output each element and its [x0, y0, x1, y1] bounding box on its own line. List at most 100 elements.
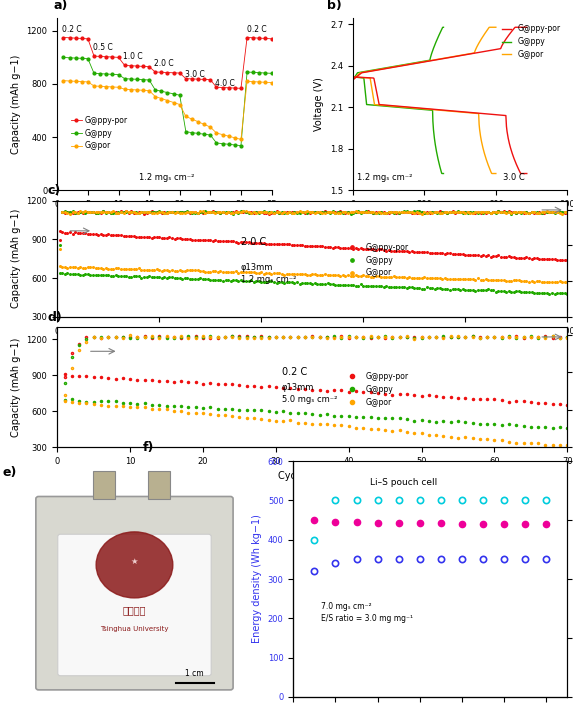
Text: 1.0 C: 1.0 C — [123, 52, 143, 61]
G@ppy-por — [72, 34, 79, 42]
Text: 3.0 C: 3.0 C — [185, 70, 205, 79]
G@por — [60, 77, 67, 85]
G@ppy — [194, 275, 201, 283]
G@por — [127, 403, 134, 411]
Y-axis label: Capacity (mAh g−1): Capacity (mAh g−1) — [11, 54, 21, 153]
G@ppy — [140, 75, 147, 84]
G@ppy — [64, 269, 71, 277]
G@ppy-por — [103, 53, 109, 61]
G@ppy — [244, 68, 250, 76]
G@ppy — [201, 130, 207, 139]
G@ppy-por — [538, 255, 545, 263]
G@ppy — [127, 75, 134, 83]
Text: Li–S pouch cell: Li–S pouch cell — [370, 478, 437, 486]
Text: 0.5 C: 0.5 C — [93, 43, 112, 52]
FancyBboxPatch shape — [58, 534, 211, 676]
Text: 2.0 C: 2.0 C — [241, 237, 266, 247]
G@ppy-por — [250, 34, 257, 42]
G@por — [151, 266, 158, 275]
G@por — [170, 99, 177, 107]
G@ppy — [564, 289, 571, 298]
G@ppy — [250, 68, 257, 77]
Y-axis label: Capacity (mAh g−1): Capacity (mAh g−1) — [11, 337, 21, 437]
G@ppy — [134, 75, 140, 84]
Text: 0.2 C: 0.2 C — [62, 25, 82, 34]
Text: Tsinghua University: Tsinghua University — [100, 626, 168, 631]
G@ppy — [195, 130, 202, 138]
Y-axis label: Capacity (mAh g−1): Capacity (mAh g−1) — [11, 209, 21, 308]
G@ppy-por — [134, 62, 140, 70]
G@por — [484, 434, 490, 443]
G@por — [231, 134, 238, 142]
Line: G@ppy: G@ppy — [62, 56, 273, 147]
Circle shape — [96, 532, 173, 598]
G@por — [189, 115, 195, 123]
Line: G@ppy: G@ppy — [64, 398, 568, 429]
Line: G@por: G@por — [59, 265, 568, 283]
G@ppy — [346, 412, 352, 420]
G@ppy — [56, 269, 63, 277]
G@ppy-por — [60, 33, 67, 42]
Text: φ13mm
5.0 mgₛ cm⁻²: φ13mm 5.0 mgₛ cm⁻² — [282, 383, 337, 403]
Y-axis label: Energy density (Wh kg−1): Energy density (Wh kg−1) — [252, 515, 262, 643]
G@ppy-por — [201, 75, 207, 84]
G@ppy — [97, 70, 104, 78]
Text: φ13mm
1.2 mgₛ cm⁻²: φ13mm 1.2 mgₛ cm⁻² — [241, 263, 296, 284]
G@ppy — [109, 70, 116, 79]
G@por — [84, 77, 91, 86]
G@por — [152, 92, 159, 101]
G@ppy — [68, 395, 75, 403]
G@ppy — [213, 139, 220, 147]
G@por — [564, 441, 571, 449]
G@ppy-por — [554, 256, 560, 265]
G@ppy-por — [97, 52, 104, 61]
G@por — [238, 135, 245, 144]
G@por — [164, 96, 171, 105]
G@ppy-por — [564, 256, 571, 264]
X-axis label: Cycle number: Cycle number — [278, 341, 346, 351]
G@ppy-por — [140, 62, 147, 70]
G@ppy — [189, 128, 195, 137]
G@por — [182, 112, 189, 120]
G@ppy — [152, 86, 159, 94]
G@ppy-por — [79, 34, 85, 43]
Line: G@ppy-por: G@ppy-por — [59, 230, 568, 261]
G@ppy — [164, 88, 171, 96]
G@ppy-por — [170, 68, 177, 77]
G@por — [109, 83, 116, 92]
G@por — [91, 82, 97, 90]
Text: 3.0 C: 3.0 C — [503, 172, 525, 182]
Text: 1.2 mgₛ cm⁻²: 1.2 mgₛ cm⁻² — [139, 172, 194, 182]
G@ppy — [134, 400, 141, 408]
G@ppy — [170, 89, 177, 98]
G@ppy — [256, 68, 263, 77]
Text: 2.0 C: 2.0 C — [154, 59, 174, 68]
G@ppy-por — [491, 395, 498, 403]
G@por — [134, 86, 140, 94]
G@por — [256, 77, 263, 86]
G@ppy-por — [338, 386, 345, 394]
Legend: G@ppy-por, G@ppy, G@por: G@ppy-por, G@ppy, G@por — [68, 113, 131, 153]
G@ppy-por — [189, 75, 195, 83]
G@ppy — [103, 70, 109, 78]
G@ppy-por — [262, 34, 269, 43]
Line: G@ppy-por: G@ppy-por — [62, 36, 273, 89]
Legend: G@ppy-por, G@ppy, G@por: G@ppy-por, G@ppy, G@por — [342, 239, 412, 280]
G@ppy-por — [268, 34, 275, 43]
G@por — [79, 77, 85, 86]
G@ppy-por — [244, 33, 250, 42]
G@ppy-por — [77, 229, 84, 237]
G@por — [158, 94, 165, 103]
G@por — [520, 277, 527, 285]
Text: c): c) — [47, 184, 60, 197]
G@ppy-por — [84, 34, 91, 43]
G@ppy-por — [238, 84, 245, 92]
Line: G@ppy: G@ppy — [59, 272, 568, 294]
G@ppy — [182, 127, 189, 136]
G@ppy — [158, 87, 165, 96]
G@ppy — [91, 69, 97, 77]
Y-axis label: Voltage (V): Voltage (V) — [315, 77, 324, 131]
G@ppy — [79, 54, 85, 63]
G@ppy-por — [564, 401, 571, 409]
G@ppy-por — [152, 68, 159, 76]
